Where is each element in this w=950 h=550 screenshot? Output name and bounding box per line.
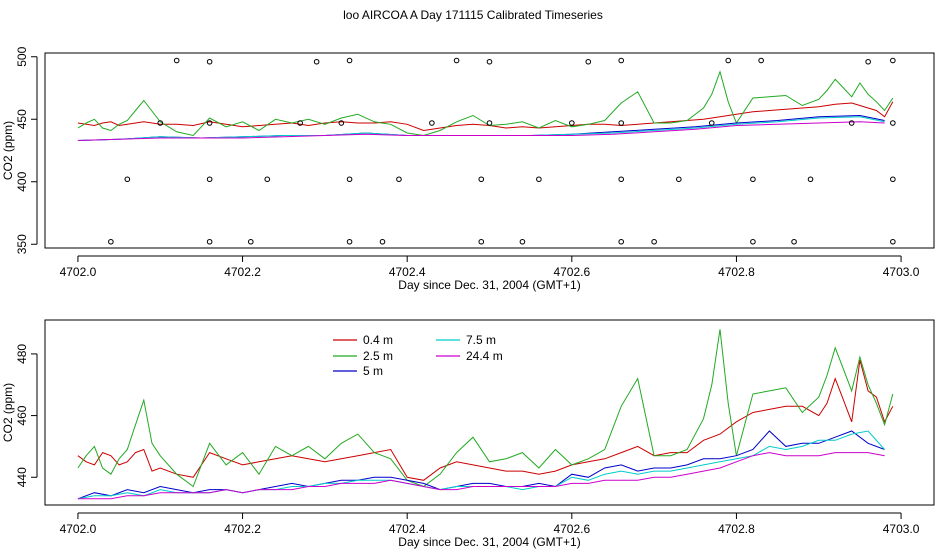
top-y-tick-label: 500 xyxy=(15,46,29,66)
top-y-tick-label: 450 xyxy=(15,109,29,129)
top-data-point xyxy=(264,176,271,183)
top-data-point xyxy=(206,120,213,126)
top-x-axis-label: Day since Dec. 31, 2004 (GMT+1) xyxy=(398,278,580,292)
top-data-point xyxy=(536,176,542,183)
top-x-tick-label: 4703.0 xyxy=(883,265,920,279)
top-y-axis-label: CO2 (ppm) xyxy=(1,121,15,180)
panel-bottom-timeseries: 4702.0 4702.2 4702.4 4702.6 4702.8 4703.0 Day … xyxy=(1,319,935,549)
top-x-tick-label: 4702.8 xyxy=(718,265,755,279)
top-data-point xyxy=(890,176,896,183)
top-data-point xyxy=(569,120,575,126)
top-data-point xyxy=(486,58,493,65)
bottom-y-axis-label: CO2 (ppm) xyxy=(1,383,15,442)
top-series-line-2 xyxy=(77,114,885,141)
top-data-point xyxy=(651,238,657,245)
top-data-point xyxy=(848,120,855,126)
top-data-point xyxy=(486,120,493,126)
top-series-line-4 xyxy=(77,121,885,141)
top-data-point xyxy=(478,238,485,245)
top-data-point xyxy=(890,238,896,245)
top-data-point xyxy=(708,120,715,126)
top-series-line-0 xyxy=(77,101,894,132)
top-data-point xyxy=(429,120,435,126)
top-data-point xyxy=(618,238,625,245)
bottom-y-tick-label: 440 xyxy=(15,467,29,487)
top-data-point xyxy=(247,238,254,245)
top-data-point xyxy=(379,238,386,245)
top-data-point xyxy=(346,57,353,64)
bottom-x-tick-label: 4702.0 xyxy=(60,522,97,536)
bottom-legend-label: 7.5 m xyxy=(466,333,496,347)
top-x-tick-label: 4702.2 xyxy=(224,265,261,279)
top-x-tick-label: 4702.0 xyxy=(60,265,97,279)
top-data-point xyxy=(676,176,682,183)
top-data-point xyxy=(396,176,402,183)
top-data-point xyxy=(618,57,625,64)
top-data-point xyxy=(206,238,213,245)
top-data-point xyxy=(338,120,345,126)
top-data-point xyxy=(206,176,213,183)
bottom-series-line-7-5-m xyxy=(77,430,885,500)
bottom-x-tick-label: 4702.2 xyxy=(224,522,261,536)
bottom-x-tick-label: 4703.0 xyxy=(883,522,920,536)
top-data-point xyxy=(618,176,625,183)
top-data-point xyxy=(453,57,460,64)
top-data-point xyxy=(618,120,625,126)
top-data-point xyxy=(750,176,756,183)
top-y-tick-label: 350 xyxy=(15,234,29,254)
top-data-point xyxy=(758,57,764,64)
figure-title: loo AIRCOA A Day 171115 Calibrated Times… xyxy=(343,8,603,22)
top-data-point xyxy=(865,58,871,65)
top-series-line-1 xyxy=(77,70,894,137)
top-data-point xyxy=(807,176,814,183)
top-data-point xyxy=(157,120,164,126)
bottom-x-tick-label: 4702.4 xyxy=(389,522,426,536)
top-data-point xyxy=(108,238,114,245)
bottom-legend-label: 5 m xyxy=(363,364,383,378)
top-data-point xyxy=(313,58,320,65)
bottom-plot-frame xyxy=(44,319,935,506)
bottom-series-line-5-m xyxy=(77,430,885,500)
top-data-point xyxy=(173,57,180,64)
top-data-point xyxy=(346,176,353,183)
bottom-series-line-2-5-m xyxy=(77,329,894,488)
top-data-point xyxy=(890,57,896,64)
top-data-point xyxy=(124,176,131,183)
top-data-point xyxy=(791,238,797,245)
panel-top-timeseries: 4702.0 4702.2 4702.4 4702.6 4702.8 4703.0 Day … xyxy=(1,46,935,292)
top-x-tick-label: 4702.6 xyxy=(553,265,590,279)
bottom-x-tick-label: 4702.8 xyxy=(718,522,755,536)
top-y-tick-label: 400 xyxy=(15,171,29,191)
bottom-x-tick-label: 4702.6 xyxy=(553,522,590,536)
top-data-point xyxy=(750,238,756,245)
top-data-point xyxy=(585,58,592,65)
top-data-point xyxy=(297,120,303,126)
bottom-y-tick-label: 460 xyxy=(15,405,29,425)
bottom-series-line-24-4-m xyxy=(77,452,885,500)
top-plot-frame xyxy=(44,52,935,249)
top-data-point xyxy=(346,238,353,245)
top-data-point xyxy=(519,238,526,245)
bottom-series-line-0-4-m xyxy=(77,359,894,481)
top-data-point xyxy=(890,120,896,126)
bottom-legend-label: 0.4 m xyxy=(363,333,393,347)
top-data-point xyxy=(206,58,213,65)
top-x-tick-label: 4702.4 xyxy=(389,265,426,279)
bottom-y-tick-label: 480 xyxy=(15,344,29,364)
top-data-point xyxy=(725,57,732,64)
top-data-point xyxy=(478,176,485,183)
bottom-legend-label: 2.5 m xyxy=(363,349,393,363)
bottom-legend-label: 24.4 m xyxy=(466,349,503,363)
bottom-x-axis-label: Day since Dec. 31, 2004 (GMT+1) xyxy=(398,535,580,549)
